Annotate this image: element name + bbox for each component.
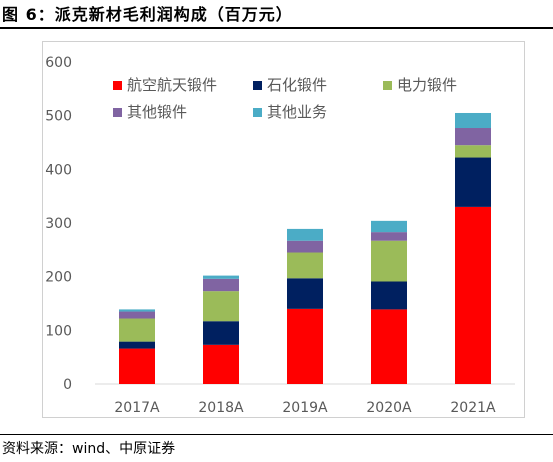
legend-swatch (113, 108, 122, 117)
y-tick-label: 200 (45, 270, 72, 286)
y-tick-label: 300 (45, 216, 72, 232)
y-tick-label: 400 (45, 162, 72, 178)
y-tick-label: 600 (45, 55, 72, 71)
legend-swatch (113, 81, 122, 90)
bar-segment (203, 278, 239, 292)
bar-segment (287, 278, 323, 309)
bar-segment (203, 275, 239, 279)
legend-swatch (383, 81, 392, 90)
bar-segment (455, 206, 491, 384)
legend-label: 航空航天锻件 (127, 76, 217, 94)
legend-label: 其他业务 (267, 103, 327, 121)
bar-segment (287, 240, 323, 253)
bar-segment (455, 112, 491, 129)
y-tick-label: 0 (63, 377, 72, 393)
x-axis: 2017A 2018A 2019A 2020A 2021A (114, 400, 496, 416)
figure-title: 图 6：派克新材毛利润构成（百万元） (2, 5, 293, 24)
x-tick-label: 2019A (282, 400, 328, 416)
source-note: 资料来源：wind、中原证券 (2, 441, 176, 457)
title-rule (0, 27, 553, 29)
bars (119, 112, 491, 384)
x-tick-label: 2017A (114, 400, 160, 416)
x-tick-label: 2021A (450, 400, 496, 416)
bar-segment (119, 341, 155, 349)
bar-segment (203, 321, 239, 345)
bar-segment (203, 291, 239, 322)
bar-segment (371, 220, 407, 233)
bar-segment (371, 309, 407, 384)
bar-segment (287, 308, 323, 384)
bar-segment (455, 145, 491, 158)
bar-segment (371, 281, 407, 310)
legend-swatch (253, 108, 262, 117)
bar-segment (203, 344, 239, 384)
bar-segment (119, 348, 155, 384)
legend-swatch (253, 81, 262, 90)
bar-segment (371, 240, 407, 282)
bar-segment (119, 318, 155, 342)
y-axis: 0 100 200 300 400 500 600 (45, 55, 72, 393)
bar-segment (287, 252, 323, 279)
x-tick-label: 2020A (366, 400, 412, 416)
x-tick-label: 2018A (198, 400, 244, 416)
y-tick-label: 100 (45, 323, 72, 339)
chart-frame (42, 41, 525, 418)
legend-label: 其他锻件 (127, 103, 187, 121)
legend-label: 石化锻件 (267, 76, 327, 94)
bar-segment (455, 157, 491, 207)
bar-segment (371, 232, 407, 241)
y-tick-label: 500 (45, 109, 72, 125)
bar-segment (119, 309, 155, 312)
legend-label: 电力锻件 (397, 76, 457, 94)
bar-segment (455, 128, 491, 146)
source-rule (0, 434, 553, 435)
bar-segment (119, 311, 155, 319)
bar-segment (287, 228, 323, 241)
